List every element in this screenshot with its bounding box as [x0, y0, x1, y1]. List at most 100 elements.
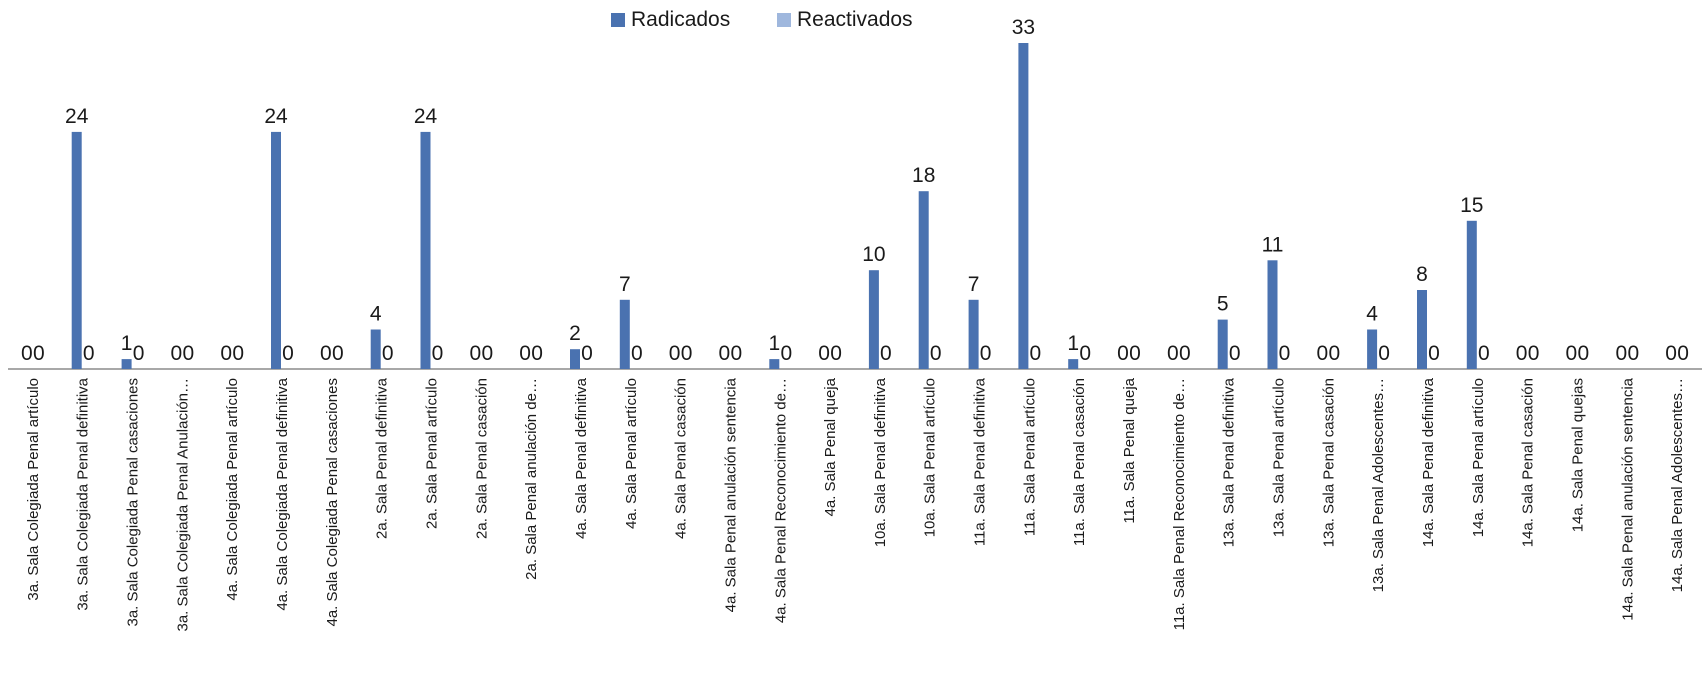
category-label-15: 4a. Sala Penal Reconocimiento de…: [772, 378, 789, 623]
data-label-reactivados-24: 0: [1229, 342, 1241, 365]
legend-item-reactivados: Reactivados: [777, 6, 913, 34]
legend-item-radicados: Radicados: [611, 6, 730, 34]
bar-radicados-18: [918, 191, 929, 369]
data-label-reactivados-22: 0: [1129, 342, 1141, 365]
data-label-radicados-15: 1: [768, 332, 780, 355]
category-label-7: 2a. Sala Penal definitiva: [374, 377, 391, 539]
category-label-20: 11a. Sala Penal artículo: [1021, 378, 1038, 536]
data-label-radicados-32: 0: [1615, 342, 1627, 365]
data-label-radicados-21: 1: [1067, 332, 1079, 355]
bar-radicados-15: [769, 359, 780, 369]
data-label-reactivados-25: 0: [1279, 342, 1291, 365]
data-label-reactivados-9: 0: [481, 342, 493, 365]
category-label-8: 2a. Sala Penal artículo: [424, 378, 441, 529]
data-label-radicados-10: 0: [519, 342, 531, 365]
category-label-29: 14a. Sala Penal artículo: [1470, 378, 1487, 537]
category-label-3: 3a. Sala Colegiada Penal Anulación…: [174, 378, 191, 632]
data-label-radicados-2: 1: [121, 332, 133, 355]
data-label-radicados-14: 0: [719, 342, 731, 365]
data-label-reactivados-4: 0: [232, 342, 244, 365]
category-label-2: 3a. Sala Colegiada Penal casaciones: [125, 378, 142, 627]
data-label-radicados-24: 5: [1217, 293, 1229, 316]
bar-radicados-19: [968, 299, 979, 369]
category-label-28: 14a. Sala Penal definitiva: [1420, 377, 1437, 547]
data-label-radicados-8: 24: [414, 105, 438, 128]
data-label-reactivados-26: 0: [1328, 342, 1340, 365]
data-label-radicados-31: 0: [1566, 342, 1578, 365]
category-label-24: 13a. Sala Penal definitiva: [1221, 377, 1238, 547]
data-label-radicados-16: 0: [818, 342, 830, 365]
bar-radicados-12: [619, 299, 630, 369]
bar-radicados-1: [71, 131, 82, 369]
category-label-17: 10a. Sala Penal definitiva: [872, 377, 889, 547]
legend-swatch-reactivados: [777, 13, 791, 27]
bar-radicados-29: [1466, 220, 1477, 369]
bar-radicados-8: [420, 131, 431, 369]
data-label-radicados-22: 0: [1117, 342, 1129, 365]
data-label-reactivados-1: 0: [83, 342, 95, 365]
data-label-radicados-33: 0: [1665, 342, 1677, 365]
bars-group: [71, 43, 1477, 369]
data-label-radicados-11: 2: [569, 322, 581, 345]
data-label-radicados-7: 4: [370, 303, 382, 326]
data-label-reactivados-17: 0: [880, 342, 892, 365]
bar-radicados-25: [1267, 260, 1278, 369]
data-label-radicados-17: 10: [862, 243, 885, 266]
data-label-reactivados-12: 0: [631, 342, 643, 365]
data-label-reactivados-14: 0: [731, 342, 743, 365]
data-label-radicados-23: 0: [1167, 342, 1179, 365]
data-label-reactivados-19: 0: [980, 342, 992, 365]
category-label-16: 4a. Sala Penal queja: [822, 377, 839, 516]
data-label-reactivados-30: 0: [1528, 342, 1540, 365]
data-label-reactivados-10: 0: [531, 342, 543, 365]
data-label-reactivados-15: 0: [780, 342, 792, 365]
data-label-radicados-25: 11: [1262, 233, 1284, 256]
data-label-reactivados-28: 0: [1428, 342, 1440, 365]
category-label-30: 14a. Sala Penal casación: [1520, 378, 1537, 547]
data-label-radicados-5: 24: [264, 105, 288, 128]
data-label-radicados-27: 4: [1366, 303, 1378, 326]
category-label-31: 14a. Sala Penal quejas: [1569, 378, 1586, 532]
data-label-reactivados-21: 0: [1079, 342, 1091, 365]
data-label-reactivados-27: 0: [1378, 342, 1390, 365]
legend: Radicados Reactivados: [0, 0, 1702, 40]
data-label-reactivados-29: 0: [1478, 342, 1490, 365]
category-label-25: 13a. Sala Penal artículo: [1271, 378, 1288, 537]
category-label-27: 13a. Sala Penal Adolescentes…: [1370, 378, 1387, 592]
data-label-reactivados-11: 0: [581, 342, 593, 365]
legend-swatch-radicados: [611, 13, 625, 27]
data-label-radicados-9: 0: [469, 342, 481, 365]
data-label-radicados-30: 0: [1516, 342, 1528, 365]
data-label-reactivados-5: 0: [282, 342, 294, 365]
category-label-1: 3a. Sala Colegiada Penal definitiva: [75, 377, 92, 610]
data-label-radicados-3: 0: [171, 342, 183, 365]
bar-radicados-24: [1217, 319, 1228, 369]
category-label-10: 2a. Sala Penal anulación de…: [523, 378, 540, 580]
category-label-23: 11a. Sala Penal Reconocimiento de…: [1171, 378, 1188, 630]
category-label-5: 4a. Sala Colegiada Penal definitiva: [274, 377, 291, 610]
category-label-18: 10a. Sala Penal artículo: [922, 378, 939, 537]
data-label-reactivados-3: 0: [183, 342, 195, 365]
legend-label-reactivados: Reactivados: [797, 8, 913, 31]
bar-radicados-11: [570, 349, 580, 369]
data-label-radicados-12: 7: [619, 273, 631, 296]
bar-radicados-2: [121, 359, 132, 369]
data-label-reactivados-13: 0: [681, 342, 693, 365]
data-label-radicados-0: 0: [21, 342, 33, 365]
data-label-reactivados-8: 0: [432, 342, 444, 365]
data-label-radicados-6: 0: [320, 342, 332, 365]
category-label-9: 2a. Sala Penal casación: [473, 378, 490, 539]
data-label-reactivados-31: 0: [1578, 342, 1590, 365]
category-label-11: 4a. Sala Penal definitiva: [573, 377, 590, 539]
category-label-14: 4a. Sala Penal anulación sentencia: [722, 377, 739, 612]
data-label-reactivados-32: 0: [1627, 342, 1639, 365]
data-label-reactivados-23: 0: [1179, 342, 1191, 365]
category-label-21: 11a. Sala Penal casación: [1071, 378, 1088, 546]
category-label-13: 4a. Sala Penal casación: [673, 378, 690, 539]
bar-radicados-7: [370, 329, 381, 369]
bar-radicados-17: [868, 270, 879, 369]
data-label-radicados-18: 18: [912, 164, 935, 187]
data-label-radicados-19: 7: [968, 273, 980, 296]
bar-radicados-28: [1417, 290, 1427, 369]
category-label-26: 13a. Sala Penal casación: [1320, 378, 1337, 547]
